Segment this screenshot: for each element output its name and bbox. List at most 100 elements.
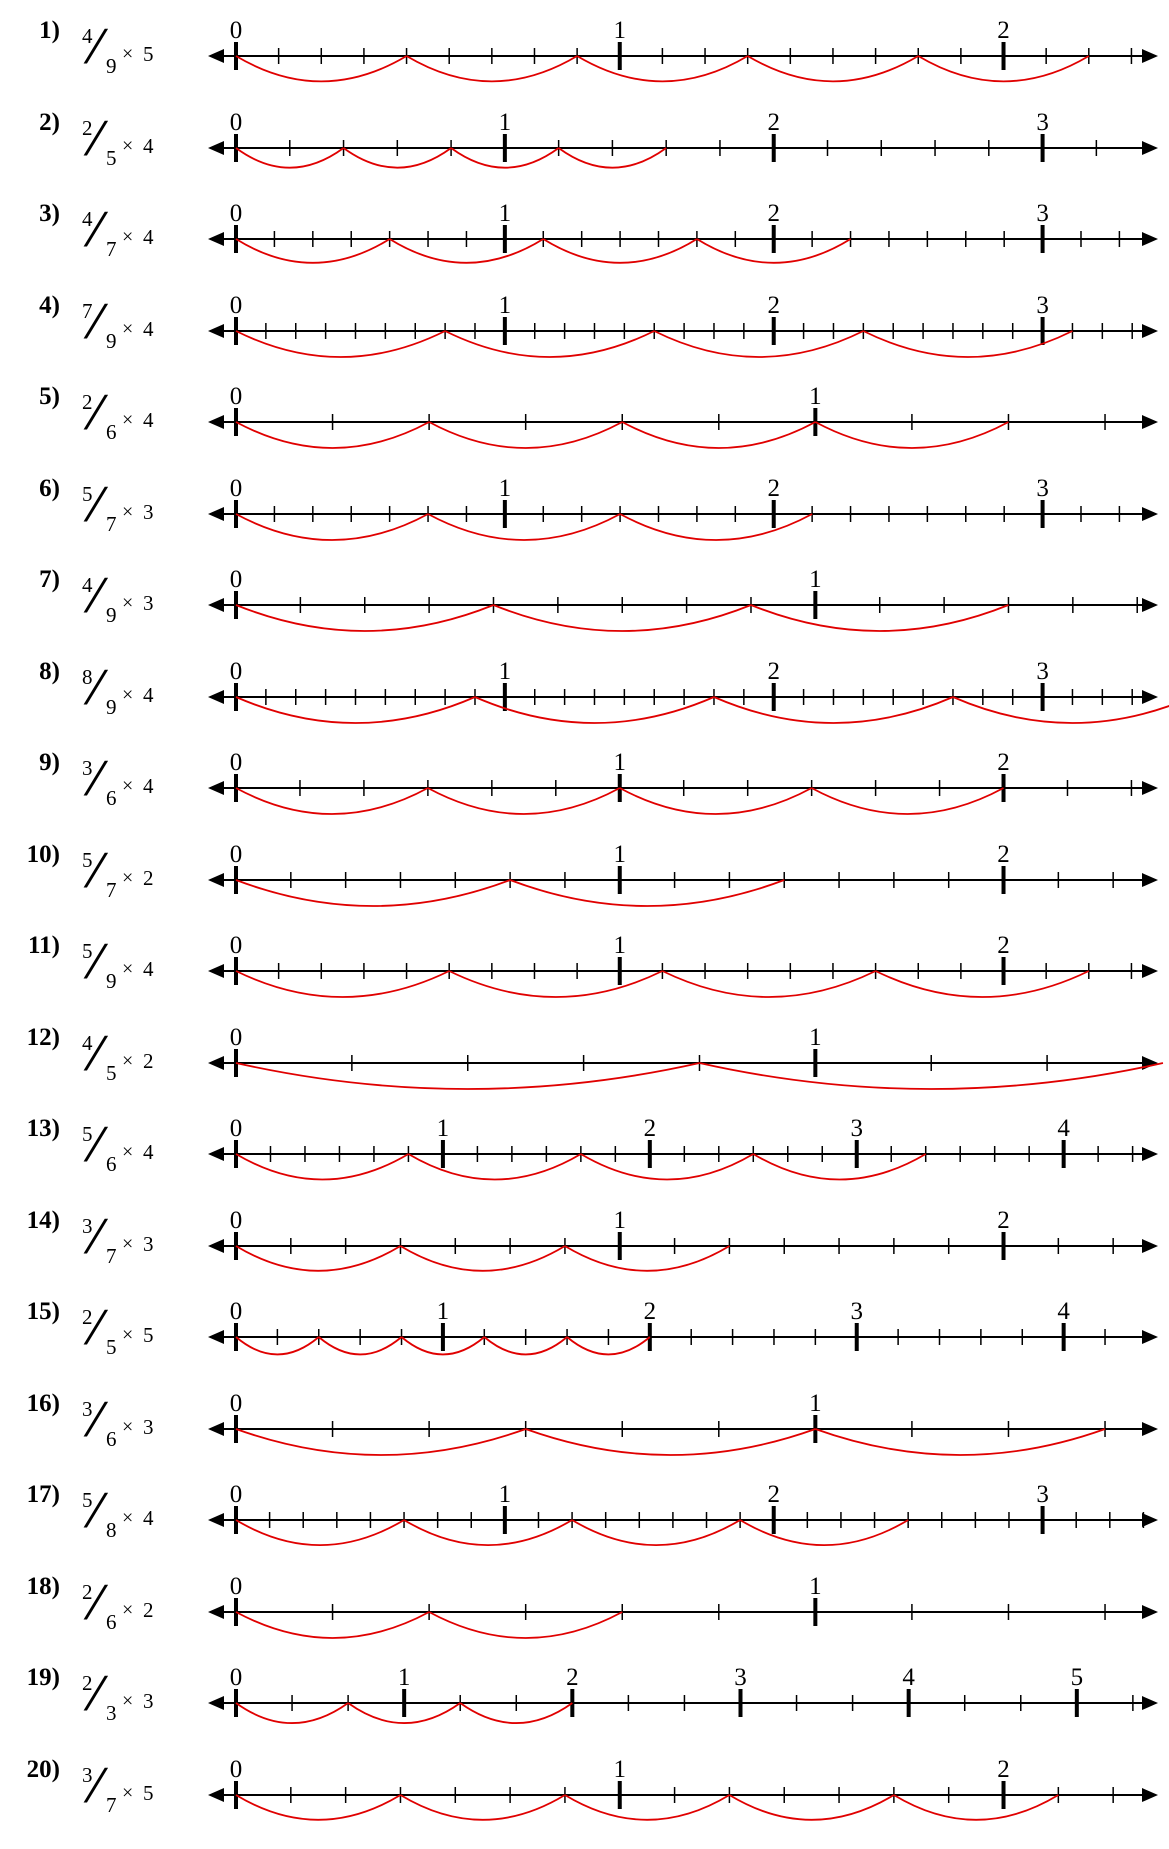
left-arrow-icon [208, 1696, 224, 1710]
number-line: 0 1 2 3 4 5 [208, 1664, 1158, 1724]
problem-row: 14) 3 ⁄ 7 × 3 0 1 2 [0, 1207, 1169, 1300]
tick-label: 4 [902, 1664, 915, 1691]
fraction-numerator: 3 [82, 756, 93, 780]
number-line: 0 1 2 3 [208, 475, 1158, 541]
problem-row: 8) 8 ⁄ 9 × 4 0 1 2 3 [0, 658, 1169, 751]
fraction-denominator: 5 [106, 1335, 117, 1359]
tick-label: 0 [230, 17, 243, 44]
left-arrow-icon [208, 964, 224, 978]
jump-arc [564, 1244, 730, 1272]
tick-label: 1 [809, 1024, 822, 1051]
jump-arc [400, 1793, 566, 1821]
fraction-slash: ⁄ [92, 1667, 100, 1721]
tick-label: 1 [499, 475, 512, 502]
times-sign: × [122, 317, 134, 340]
jump-arc [235, 878, 511, 907]
tick-label: 4 [1057, 1115, 1070, 1142]
fraction-slash: ⁄ [92, 1758, 100, 1813]
jump-arc [235, 1427, 526, 1456]
fraction-numerator: 5 [82, 847, 93, 872]
problem-row: 4) 7 ⁄ 9 × 4 0 1 2 3 [0, 292, 1169, 385]
fraction-denominator: 7 [106, 1792, 117, 1817]
tick-label: 1 [499, 109, 512, 136]
jump-arc [407, 1153, 582, 1181]
jump-arc [450, 146, 560, 169]
times-sign: × [122, 500, 134, 523]
tick-label: 2 [997, 932, 1010, 959]
tick-label: 3 [1036, 658, 1049, 685]
fraction-denominator: 7 [106, 237, 117, 261]
problem-number: 7) [39, 566, 60, 593]
jump-arc [728, 1793, 895, 1821]
multiplier: 4 [143, 1506, 154, 1530]
tick-label: 2 [997, 1756, 1010, 1783]
jump-arc [814, 421, 1009, 449]
problem-row: 13) 5 ⁄ 6 × 4 0 1 2 3 4 [0, 1115, 1169, 1208]
jump-arc [235, 787, 429, 815]
tick-label: 2 [997, 749, 1010, 776]
tick-label: 2 [997, 17, 1010, 44]
fraction-numerator: 2 [82, 115, 93, 140]
fraction-slash: ⁄ [92, 386, 100, 440]
jump-arc [576, 55, 749, 83]
right-arrow-icon [1142, 1696, 1158, 1710]
tick-label: 1 [614, 1756, 627, 1783]
number-line: 0 1 2 [208, 1207, 1158, 1272]
fraction-slash: ⁄ [92, 1575, 100, 1630]
times-sign: × [122, 866, 134, 889]
jump-arc [952, 695, 1169, 724]
tick-label: 1 [614, 932, 627, 959]
problem-row: 2) 2 ⁄ 5 × 4 0 1 2 3 [0, 108, 1169, 202]
fraction-numerator: 3 [82, 1213, 93, 1238]
multiplication-expression: 2 ⁄ 6 × 4 [82, 386, 192, 443]
tick-label: 2 [767, 109, 780, 136]
jump-arc [811, 787, 1004, 815]
left-arrow-icon [208, 1787, 224, 1802]
number-line: 0 1 2 3 [208, 1481, 1158, 1547]
tick-label: 0 [230, 932, 243, 959]
tick-label: 1 [614, 1207, 627, 1234]
fraction-denominator: 9 [106, 694, 117, 719]
jump-arc [699, 1061, 1164, 1090]
jump-arc [448, 970, 663, 998]
tick-label: 0 [230, 1390, 243, 1417]
multiplication-expression: 5 ⁄ 7 × 3 [82, 482, 192, 535]
multiplier: 5 [143, 1323, 154, 1347]
fraction-denominator: 6 [106, 1609, 117, 1634]
tick-label: 5 [1071, 1664, 1084, 1691]
problem-number: 2) [39, 108, 60, 136]
jump-arc [235, 1244, 401, 1272]
fraction-numerator: 3 [82, 1762, 93, 1787]
problem-row: 9) 3 ⁄ 6 × 4 0 1 2 [0, 749, 1169, 842]
fraction-slash: ⁄ [92, 660, 100, 715]
multiplier: 4 [143, 1140, 154, 1164]
tick-label: 1 [809, 1390, 822, 1417]
times-sign: × [122, 1141, 134, 1163]
jump-arc [747, 55, 919, 83]
right-arrow-icon [1142, 872, 1158, 887]
fraction-denominator: 8 [106, 1518, 117, 1542]
fraction-slash: ⁄ [92, 111, 100, 166]
multiplication-expression: 2 ⁄ 3 × 3 [82, 1667, 192, 1724]
jump-arc [427, 787, 621, 815]
tick-label: 1 [614, 17, 627, 44]
left-arrow-icon [208, 415, 224, 429]
right-arrow-icon [1142, 323, 1158, 338]
tick-label: 0 [230, 1298, 243, 1325]
fraction-numerator: 2 [82, 390, 93, 414]
tick-label: 1 [499, 292, 512, 319]
jump-arc [235, 1336, 320, 1356]
right-arrow-icon [1142, 140, 1158, 155]
jump-arc [564, 1793, 730, 1821]
times-sign: × [122, 1781, 134, 1804]
jump-arc [493, 604, 752, 632]
times-sign: × [122, 958, 134, 980]
tick-label: 0 [230, 475, 243, 502]
tick-label: 0 [230, 292, 243, 319]
tick-label: 1 [809, 383, 822, 410]
